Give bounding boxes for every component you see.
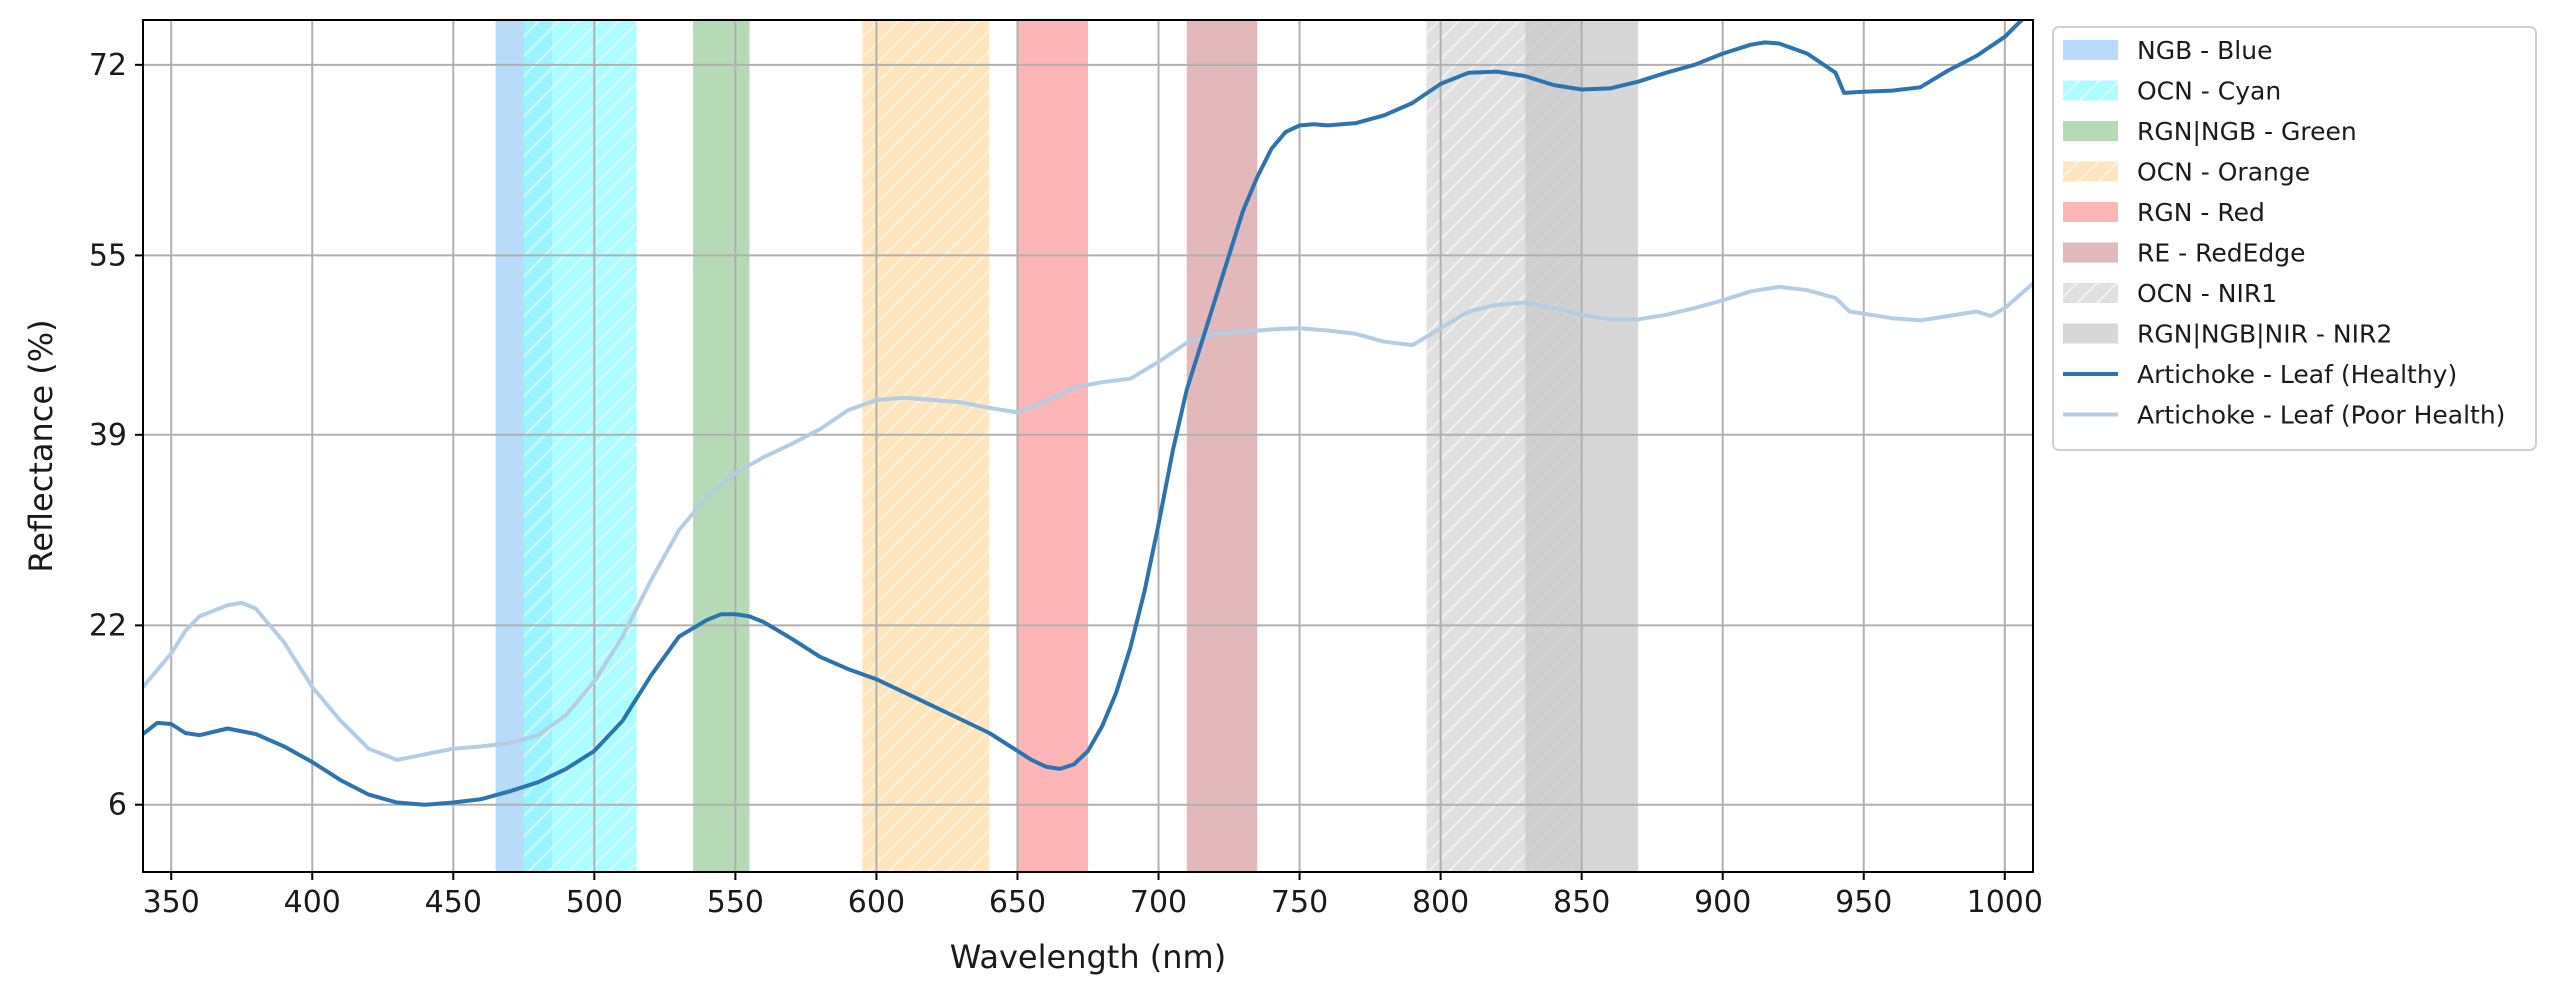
series-line-artichoke-leaf-poor-health [143, 281, 2033, 762]
y-tick-label: 72 [89, 48, 127, 83]
y-axis-ticks: 6 22 39 55 72 [89, 48, 143, 823]
legend-swatch-rgn-ngb-nir-nir2 [2063, 323, 2118, 344]
legend-swatch-rgn-red [2063, 202, 2118, 222]
y-tick-label: 39 [89, 418, 127, 453]
legend-label-ocn-nir1: OCN - NIR1 [2137, 279, 2277, 308]
legend-label-ngb-blue: NGB - Blue [2137, 36, 2272, 65]
x-tick-label: 750 [1271, 885, 1328, 920]
x-tick-label: 900 [1694, 885, 1751, 920]
y-tick-label: 22 [89, 608, 127, 643]
band-re-rededge [1186, 20, 1258, 872]
legend-swatch-hatch-ocn-nir1 [2063, 283, 2118, 303]
x-tick-label: 550 [707, 885, 764, 920]
legend-label-ocn-orange: OCN - Orange [2137, 158, 2310, 187]
x-tick-label: 800 [1412, 885, 1469, 920]
x-tick-label: 950 [1835, 885, 1892, 920]
x-axis-label: Wavelength (nm) [950, 938, 1226, 976]
legend-label-artichoke-leaf-healthy: Artichoke - Leaf (Healthy) [2137, 360, 2457, 389]
y-tick-label: 55 [89, 238, 127, 273]
x-tick-label: 450 [425, 885, 482, 920]
legend-label-rgn-ngb-green: RGN|NGB - Green [2137, 117, 2357, 146]
legend-label-rgn-red: RGN - Red [2137, 198, 2265, 227]
band-hatch-ocn-cyan [523, 20, 637, 872]
x-tick-label: 600 [848, 885, 905, 920]
x-tick-label: 400 [284, 885, 341, 920]
spectral-bands [495, 20, 1639, 872]
legend-label-artichoke-leaf-poor-health: Artichoke - Leaf (Poor Health) [2137, 401, 2505, 430]
band-hatch-ocn-orange [862, 20, 990, 872]
series-line-artichoke-leaf-healthy [143, 20, 2025, 807]
legend-swatch-hatch-ocn-cyan [2063, 80, 2118, 101]
y-tick-label: 6 [108, 788, 127, 823]
legend-label-rgn-ngb-nir-nir2: RGN|NGB|NIR - NIR2 [2137, 320, 2392, 349]
x-tick-label: 650 [989, 885, 1046, 920]
x-tick-label: 1000 [1967, 885, 2043, 920]
y-axis-label: Reflectance (%) [22, 319, 60, 572]
band-rgn-red [1017, 20, 1088, 872]
x-axis-ticks: 350 400 450 500 550 600 650 700 750 800 850 900 950 1… [143, 872, 2043, 920]
x-tick-label: 500 [566, 885, 623, 920]
legend-label-re-rededge: RE - RedEdge [2137, 239, 2306, 268]
legend-swatch-re-rededge [2063, 242, 2118, 263]
x-tick-label: 850 [1553, 885, 1610, 920]
legend-swatch-ngb-blue [2063, 40, 2118, 60]
legend-swatch-rgn-ngb-green [2063, 121, 2118, 141]
legend-swatch-hatch-ocn-orange [2063, 161, 2118, 182]
grid-lines [143, 20, 2033, 872]
plot-frame [142, 19, 2034, 873]
legend: NGB - Blue OCN - Cyan RGN|NGB - Green OCN -… [2052, 26, 2537, 451]
x-tick-label: 700 [1130, 885, 1187, 920]
legend-box [2052, 26, 2537, 451]
legend-label-ocn-cyan: OCN - Cyan [2137, 77, 2281, 106]
band-rgn-ngb-green [693, 20, 750, 872]
x-tick-label: 350 [143, 885, 200, 920]
data-series [143, 20, 2033, 807]
